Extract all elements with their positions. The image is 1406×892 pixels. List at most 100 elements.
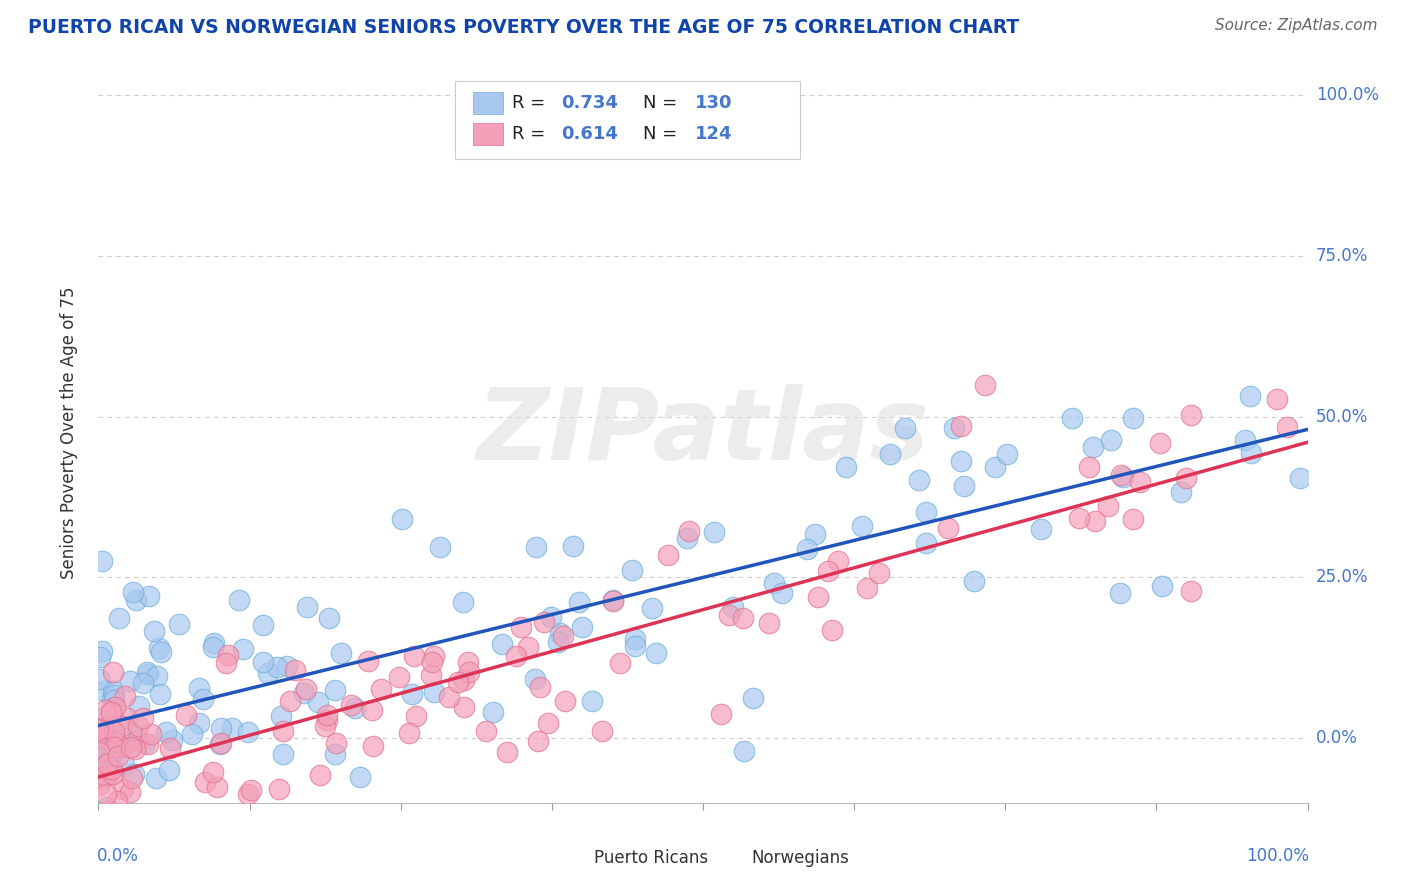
Point (602, 593, 624, 607)
Point (553, 629, 575, 643)
Point (145, 771, 167, 785)
Point (91, 644, 114, 658)
Point (267, 782, 290, 797)
Point (770, 585, 793, 599)
Point (314, 719, 336, 733)
Point (457, 656, 479, 670)
Point (357, 653, 380, 667)
Point (453, 595, 475, 609)
Point (1122, 410, 1144, 425)
Point (1170, 484, 1192, 499)
Point (323, 747, 346, 761)
Point (270, 709, 292, 723)
Point (370, 681, 392, 696)
Point (741, 690, 763, 705)
Text: 0.734: 0.734 (561, 95, 619, 112)
Point (509, 620, 531, 634)
Point (581, 693, 603, 707)
Point (94, 703, 117, 717)
Point (187, 681, 209, 696)
Point (894, 420, 917, 434)
Text: 75.0%: 75.0% (1316, 246, 1368, 265)
Point (149, 645, 172, 659)
Point (89, 830, 111, 845)
Point (103, 766, 125, 780)
Point (1081, 440, 1104, 454)
Point (983, 459, 1005, 474)
Text: Norwegians: Norwegians (751, 848, 849, 867)
Point (238, 788, 260, 802)
Point (856, 581, 879, 595)
Text: N =: N = (643, 125, 682, 144)
Point (228, 593, 250, 607)
Text: ZIPatlas: ZIPatlas (477, 384, 929, 481)
Point (160, 732, 183, 747)
Text: 0.0%: 0.0% (97, 847, 139, 865)
Point (834, 460, 856, 475)
Point (236, 724, 259, 739)
Point (87, 731, 110, 746)
Point (422, 684, 444, 698)
Point (609, 656, 631, 670)
FancyBboxPatch shape (474, 92, 503, 114)
Point (104, 700, 127, 714)
Point (89, 649, 111, 664)
Point (94, 756, 117, 771)
Point (343, 701, 366, 715)
Text: Puerto Ricans: Puerto Ricans (595, 848, 709, 867)
Point (87, 730, 110, 744)
Point (482, 705, 505, 719)
Point (100, 691, 122, 706)
Point (591, 723, 613, 738)
Point (149, 688, 172, 702)
Point (139, 727, 162, 741)
Point (240, 783, 263, 797)
Point (360, 703, 382, 717)
Point (93, 684, 115, 698)
Text: 0.0%: 0.0% (1316, 730, 1358, 747)
Point (458, 665, 481, 679)
Point (950, 419, 973, 434)
FancyBboxPatch shape (474, 123, 503, 145)
Point (807, 591, 830, 605)
Point (817, 564, 839, 578)
Point (641, 601, 664, 615)
Point (252, 618, 274, 632)
Point (1180, 584, 1202, 599)
Point (90, 743, 112, 757)
Point (87, 723, 110, 738)
Point (1239, 389, 1261, 403)
Point (330, 646, 353, 660)
Text: Source: ZipAtlas.com: Source: ZipAtlas.com (1215, 18, 1378, 33)
Point (136, 665, 159, 679)
Point (209, 736, 232, 750)
Point (423, 649, 446, 664)
Point (276, 659, 298, 673)
Point (1129, 475, 1152, 490)
Point (159, 763, 181, 777)
Point (307, 695, 329, 709)
Point (103, 725, 125, 739)
Point (953, 479, 976, 493)
Point (148, 640, 170, 655)
Point (96, 768, 118, 782)
Point (914, 536, 936, 550)
Point (91, 816, 114, 830)
Point (943, 421, 966, 435)
Point (645, 646, 668, 660)
Point (91, 721, 114, 735)
Point (475, 724, 498, 739)
Point (758, 615, 780, 630)
Point (122, 830, 145, 844)
Point (419, 668, 441, 682)
Point (107, 748, 129, 763)
Point (87, 722, 110, 736)
Text: 0.614: 0.614 (561, 125, 619, 144)
Point (105, 735, 128, 749)
Point (526, 734, 548, 748)
Point (678, 524, 700, 538)
Point (91, 554, 114, 568)
Point (623, 639, 645, 653)
Point (96, 709, 118, 723)
Point (127, 719, 149, 733)
